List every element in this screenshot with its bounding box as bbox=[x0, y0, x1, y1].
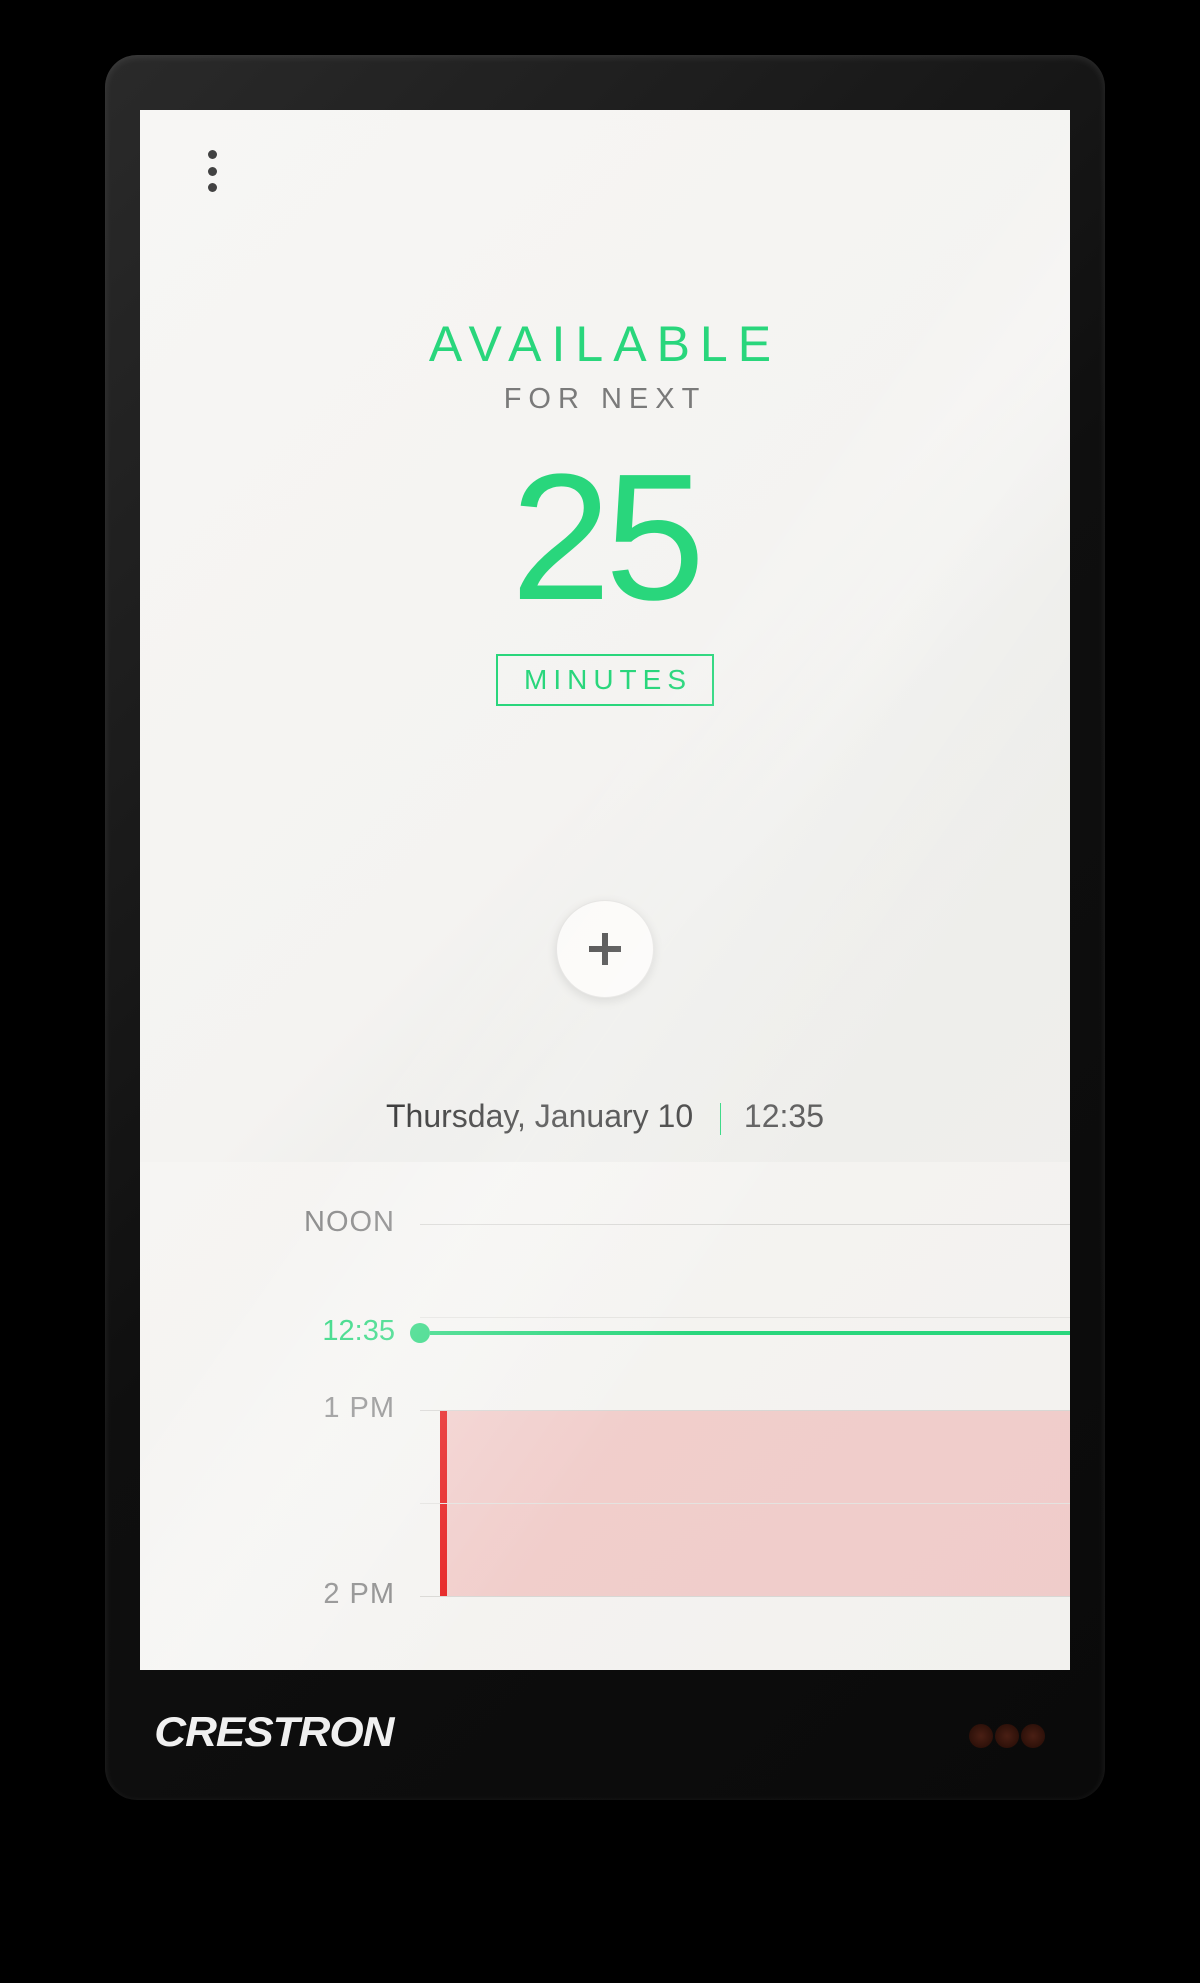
status-subtitle: FOR NEXT bbox=[140, 383, 1070, 416]
hour-label: 2 PM bbox=[323, 1578, 395, 1611]
now-label: 12:35 bbox=[322, 1315, 395, 1348]
brand-logo: CRESTRON bbox=[154, 1708, 393, 1756]
hour-line bbox=[420, 1410, 1070, 1411]
add-button[interactable] bbox=[556, 900, 654, 998]
plus-icon bbox=[587, 931, 623, 967]
half-hour-line bbox=[420, 1503, 1070, 1504]
datetime-bar: Thursday, January 10 12:35 bbox=[140, 1098, 1070, 1135]
current-time: 12:35 bbox=[744, 1098, 824, 1134]
timeline[interactable]: NOON 1 PM 2 PM 12:35 bbox=[140, 1162, 1070, 1670]
hour-line bbox=[420, 1224, 1070, 1225]
menu-icon[interactable] bbox=[198, 150, 226, 192]
datetime-separator bbox=[720, 1103, 721, 1135]
now-dot bbox=[410, 1323, 430, 1343]
sensor-dots bbox=[969, 1724, 1045, 1748]
status-unit: MINUTES bbox=[496, 654, 714, 706]
status-block: AVAILABLE FOR NEXT 25 MINUTES bbox=[140, 315, 1070, 706]
day-of-week: Thursday, bbox=[386, 1098, 526, 1134]
device-frame: AVAILABLE FOR NEXT 25 MINUTES Thursday, … bbox=[105, 55, 1105, 1800]
status-count: 25 bbox=[140, 448, 1070, 628]
hour-label: NOON bbox=[304, 1206, 395, 1239]
date: January 10 bbox=[535, 1098, 693, 1134]
hour-label: 1 PM bbox=[323, 1392, 395, 1425]
status-title: AVAILABLE bbox=[140, 315, 1070, 373]
half-hour-line bbox=[420, 1317, 1070, 1318]
screen: AVAILABLE FOR NEXT 25 MINUTES Thursday, … bbox=[140, 110, 1070, 1670]
hour-line bbox=[420, 1596, 1070, 1597]
now-line bbox=[430, 1331, 1070, 1335]
